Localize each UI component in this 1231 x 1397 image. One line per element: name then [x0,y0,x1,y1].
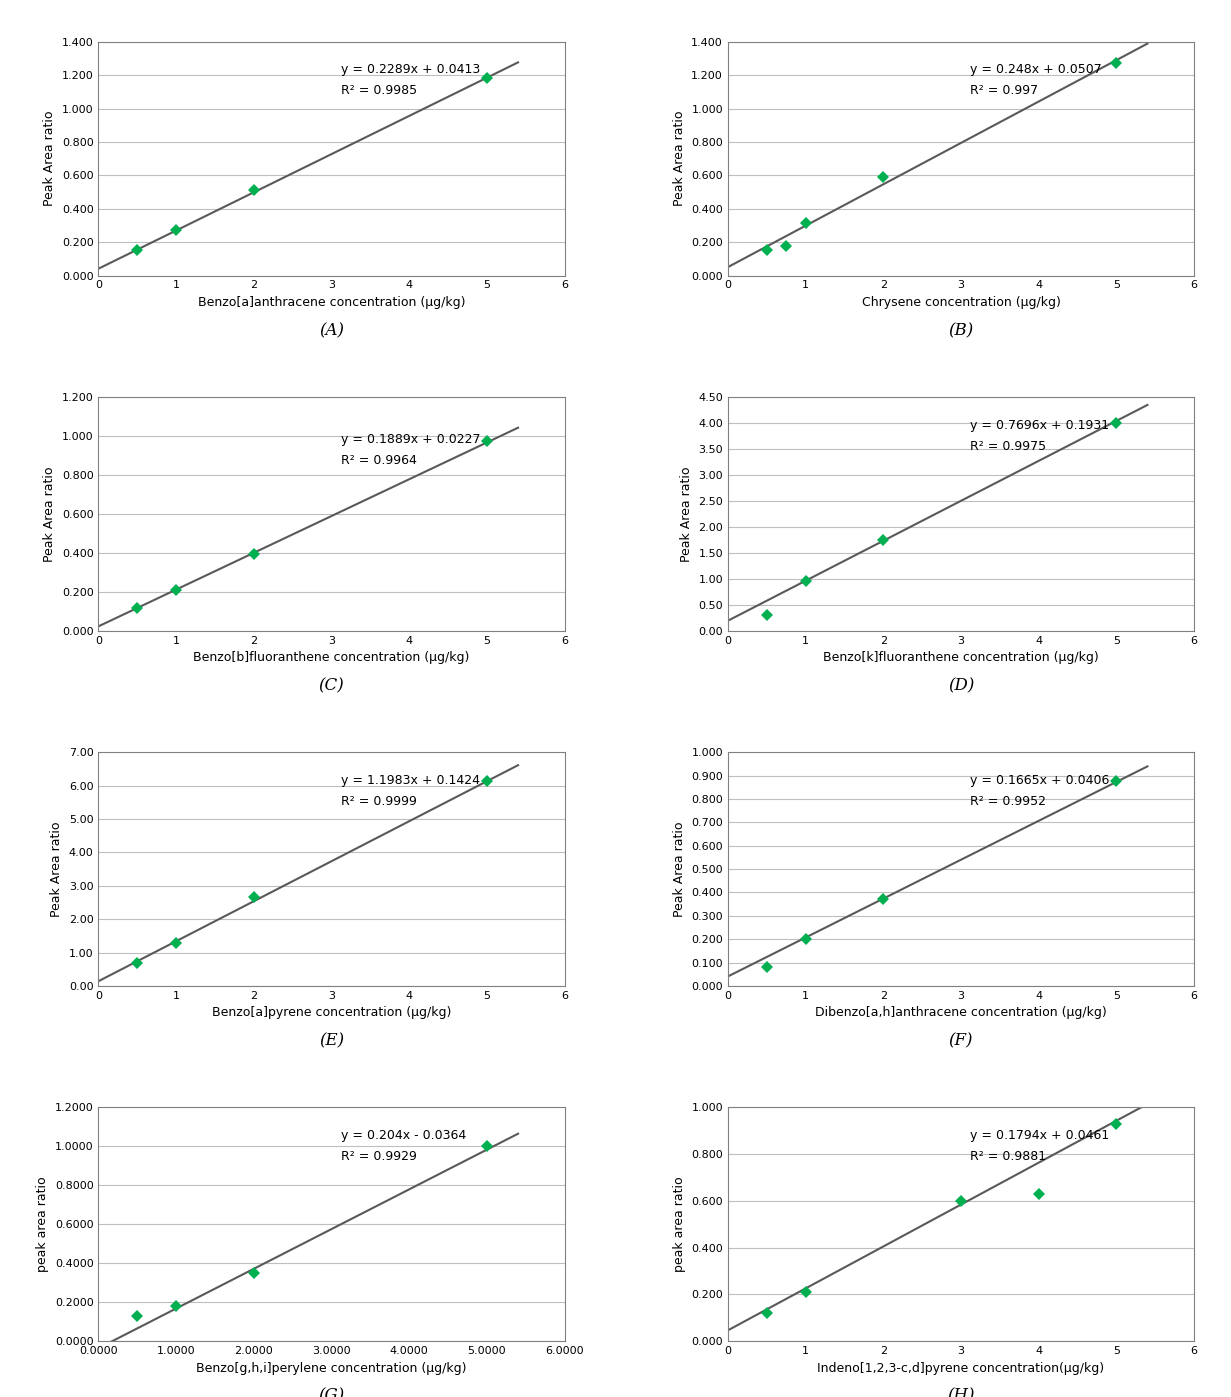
Text: y = 0.1794x + 0.0461: y = 0.1794x + 0.0461 [970,1129,1109,1141]
Y-axis label: Peak Area ratio: Peak Area ratio [680,467,693,562]
Text: (F): (F) [949,1032,974,1049]
X-axis label: Chrysene concentration (μg/kg): Chrysene concentration (μg/kg) [862,296,1060,309]
Text: y = 0.248x + 0.0507: y = 0.248x + 0.0507 [970,63,1102,77]
Text: (D): (D) [948,678,974,694]
Text: (C): (C) [319,678,345,694]
Y-axis label: Peak Area ratio: Peak Area ratio [672,821,686,916]
Y-axis label: peak area ratio: peak area ratio [672,1176,686,1273]
Text: y = 0.204x - 0.0364: y = 0.204x - 0.0364 [341,1129,467,1141]
Text: R² = 0.997: R² = 0.997 [970,84,1039,98]
Text: (A): (A) [319,323,345,339]
X-axis label: Benzo[a]anthracene concentration (μg/kg): Benzo[a]anthracene concentration (μg/kg) [198,296,465,309]
Text: y = 0.7696x + 0.1931: y = 0.7696x + 0.1931 [970,419,1109,432]
Text: R² = 0.9881: R² = 0.9881 [970,1150,1046,1164]
Y-axis label: Peak Area ratio: Peak Area ratio [43,110,57,207]
Y-axis label: Peak Area ratio: Peak Area ratio [50,821,63,916]
Text: (B): (B) [948,323,974,339]
Text: R² = 0.9975: R² = 0.9975 [970,440,1046,453]
Text: y = 0.1889x + 0.0227: y = 0.1889x + 0.0227 [341,433,480,446]
X-axis label: Dibenzo[a,h]anthracene concentration (μg/kg): Dibenzo[a,h]anthracene concentration (μg… [815,1006,1107,1020]
X-axis label: Indeno[1,2,3-c,d]pyrene concentration(μg/kg): Indeno[1,2,3-c,d]pyrene concentration(μg… [817,1362,1104,1375]
Y-axis label: Peak Area ratio: Peak Area ratio [672,110,686,207]
Text: (G): (G) [319,1387,345,1397]
X-axis label: Benzo[k]fluoranthene concentration (μg/kg): Benzo[k]fluoranthene concentration (μg/k… [824,651,1099,664]
X-axis label: Benzo[a]pyrene concentration (μg/kg): Benzo[a]pyrene concentration (μg/kg) [212,1006,452,1020]
Text: R² = 0.9964: R² = 0.9964 [341,454,417,467]
Text: R² = 0.9929: R² = 0.9929 [341,1150,417,1164]
Y-axis label: Peak Area ratio: Peak Area ratio [43,467,57,562]
X-axis label: Benzo[b]fluoranthene concentration (μg/kg): Benzo[b]fluoranthene concentration (μg/k… [193,651,470,664]
Text: R² = 0.9999: R² = 0.9999 [341,795,417,807]
X-axis label: Benzo[g,h,i]perylene concentration (μg/kg): Benzo[g,h,i]perylene concentration (μg/k… [196,1362,467,1375]
Text: y = 0.1665x + 0.0406: y = 0.1665x + 0.0406 [970,774,1109,787]
Y-axis label: peak area ratio: peak area ratio [36,1176,49,1273]
Text: R² = 0.9952: R² = 0.9952 [970,795,1046,807]
Text: R² = 0.9985: R² = 0.9985 [341,84,417,98]
Text: y = 0.2289x + 0.0413: y = 0.2289x + 0.0413 [341,63,480,77]
Text: (E): (E) [319,1032,345,1049]
Text: (H): (H) [947,1387,975,1397]
Text: y = 1.1983x + 0.1424: y = 1.1983x + 0.1424 [341,774,480,787]
